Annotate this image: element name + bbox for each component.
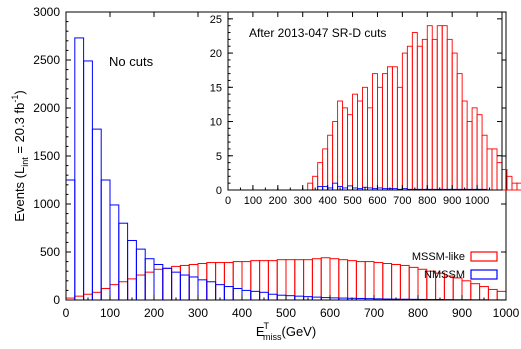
inset-y-tick-label: 15 xyxy=(210,82,222,94)
main-x-tick-label: 1000 xyxy=(493,306,520,320)
inset-plot: 0 100 200 300 400 500 600 700 800 900 1000 0 5 10 15 20… xyxy=(210,12,521,207)
y-label-tail: ) xyxy=(12,90,27,94)
x-label-tail: (GeV) xyxy=(282,324,317,339)
legend-label-nmssm: NMSSM xyxy=(424,269,465,281)
inset-y-tick-label: 20 xyxy=(210,48,222,60)
main-x-tick-label: 800 xyxy=(408,306,428,320)
main-y-tick-label: 0 xyxy=(53,293,60,307)
main-y-tick-label: 2500 xyxy=(33,53,60,67)
y-label-sup: -1 xyxy=(10,95,20,103)
y-axis-label: Events (Lint = 20.3 fb-1) xyxy=(10,90,30,221)
main-y-tick-label: 1500 xyxy=(33,149,60,163)
main-x-tick-label: 100 xyxy=(100,306,120,320)
inset-y-tick-label: 10 xyxy=(210,117,222,129)
x-label-sub: miss xyxy=(263,332,282,342)
main-x-tick-label: 300 xyxy=(188,306,208,320)
inset-x-tick-label: 100 xyxy=(244,195,262,207)
main-x-tick-label: 400 xyxy=(232,306,252,320)
inset-x-tick-label: 0 xyxy=(225,195,231,207)
main-y-tick-label: 1000 xyxy=(33,197,60,211)
inset-y-tick-label: 0 xyxy=(216,185,222,197)
main-x-tick-label: 700 xyxy=(364,306,384,320)
main-y-tick-label: 500 xyxy=(40,245,60,259)
y-label-main: Events (L xyxy=(12,167,27,222)
inset-x-tick-label: 300 xyxy=(294,195,312,207)
inset-bar-mssm xyxy=(507,176,512,190)
main-x-tick-label: 500 xyxy=(276,306,296,320)
inset-x-tick-label: 200 xyxy=(269,195,287,207)
main-annotation: No cuts xyxy=(109,54,154,69)
y-label-sub: int xyxy=(20,157,30,167)
main-x-tick-label: 600 xyxy=(320,306,340,320)
main-x-tick-label: 200 xyxy=(144,306,164,320)
inset-y-tick-label: 25 xyxy=(210,14,222,26)
main-x-tick-label: 900 xyxy=(452,306,472,320)
legend-label-mssm: MSSM-like xyxy=(412,251,465,263)
x-label-sup: T xyxy=(264,321,270,331)
inset-bar-mssm xyxy=(517,183,521,190)
inset-y-tick-label: 5 xyxy=(216,151,222,163)
main-x-tick-label: 0 xyxy=(63,306,70,320)
inset-x-tick-label: 500 xyxy=(343,195,361,207)
inset-x-tick-label: 700 xyxy=(393,195,411,207)
inset-x-tick-label: 800 xyxy=(418,195,436,207)
inset-bar-mssm xyxy=(512,183,517,190)
main-y-tick-label: 2000 xyxy=(33,101,60,115)
inset-annotation: After 2013-047 SR-D cuts xyxy=(249,26,386,40)
inset-x-tick-label: 400 xyxy=(318,195,336,207)
main-y-tick-label: 3000 xyxy=(33,5,60,19)
inset-x-tick-label: 900 xyxy=(443,195,461,207)
inset-x-tick-label: 600 xyxy=(368,195,386,207)
inset-x-tick-label: 1000 xyxy=(465,195,489,207)
y-label-mid: = 20.3 fb xyxy=(12,103,27,158)
